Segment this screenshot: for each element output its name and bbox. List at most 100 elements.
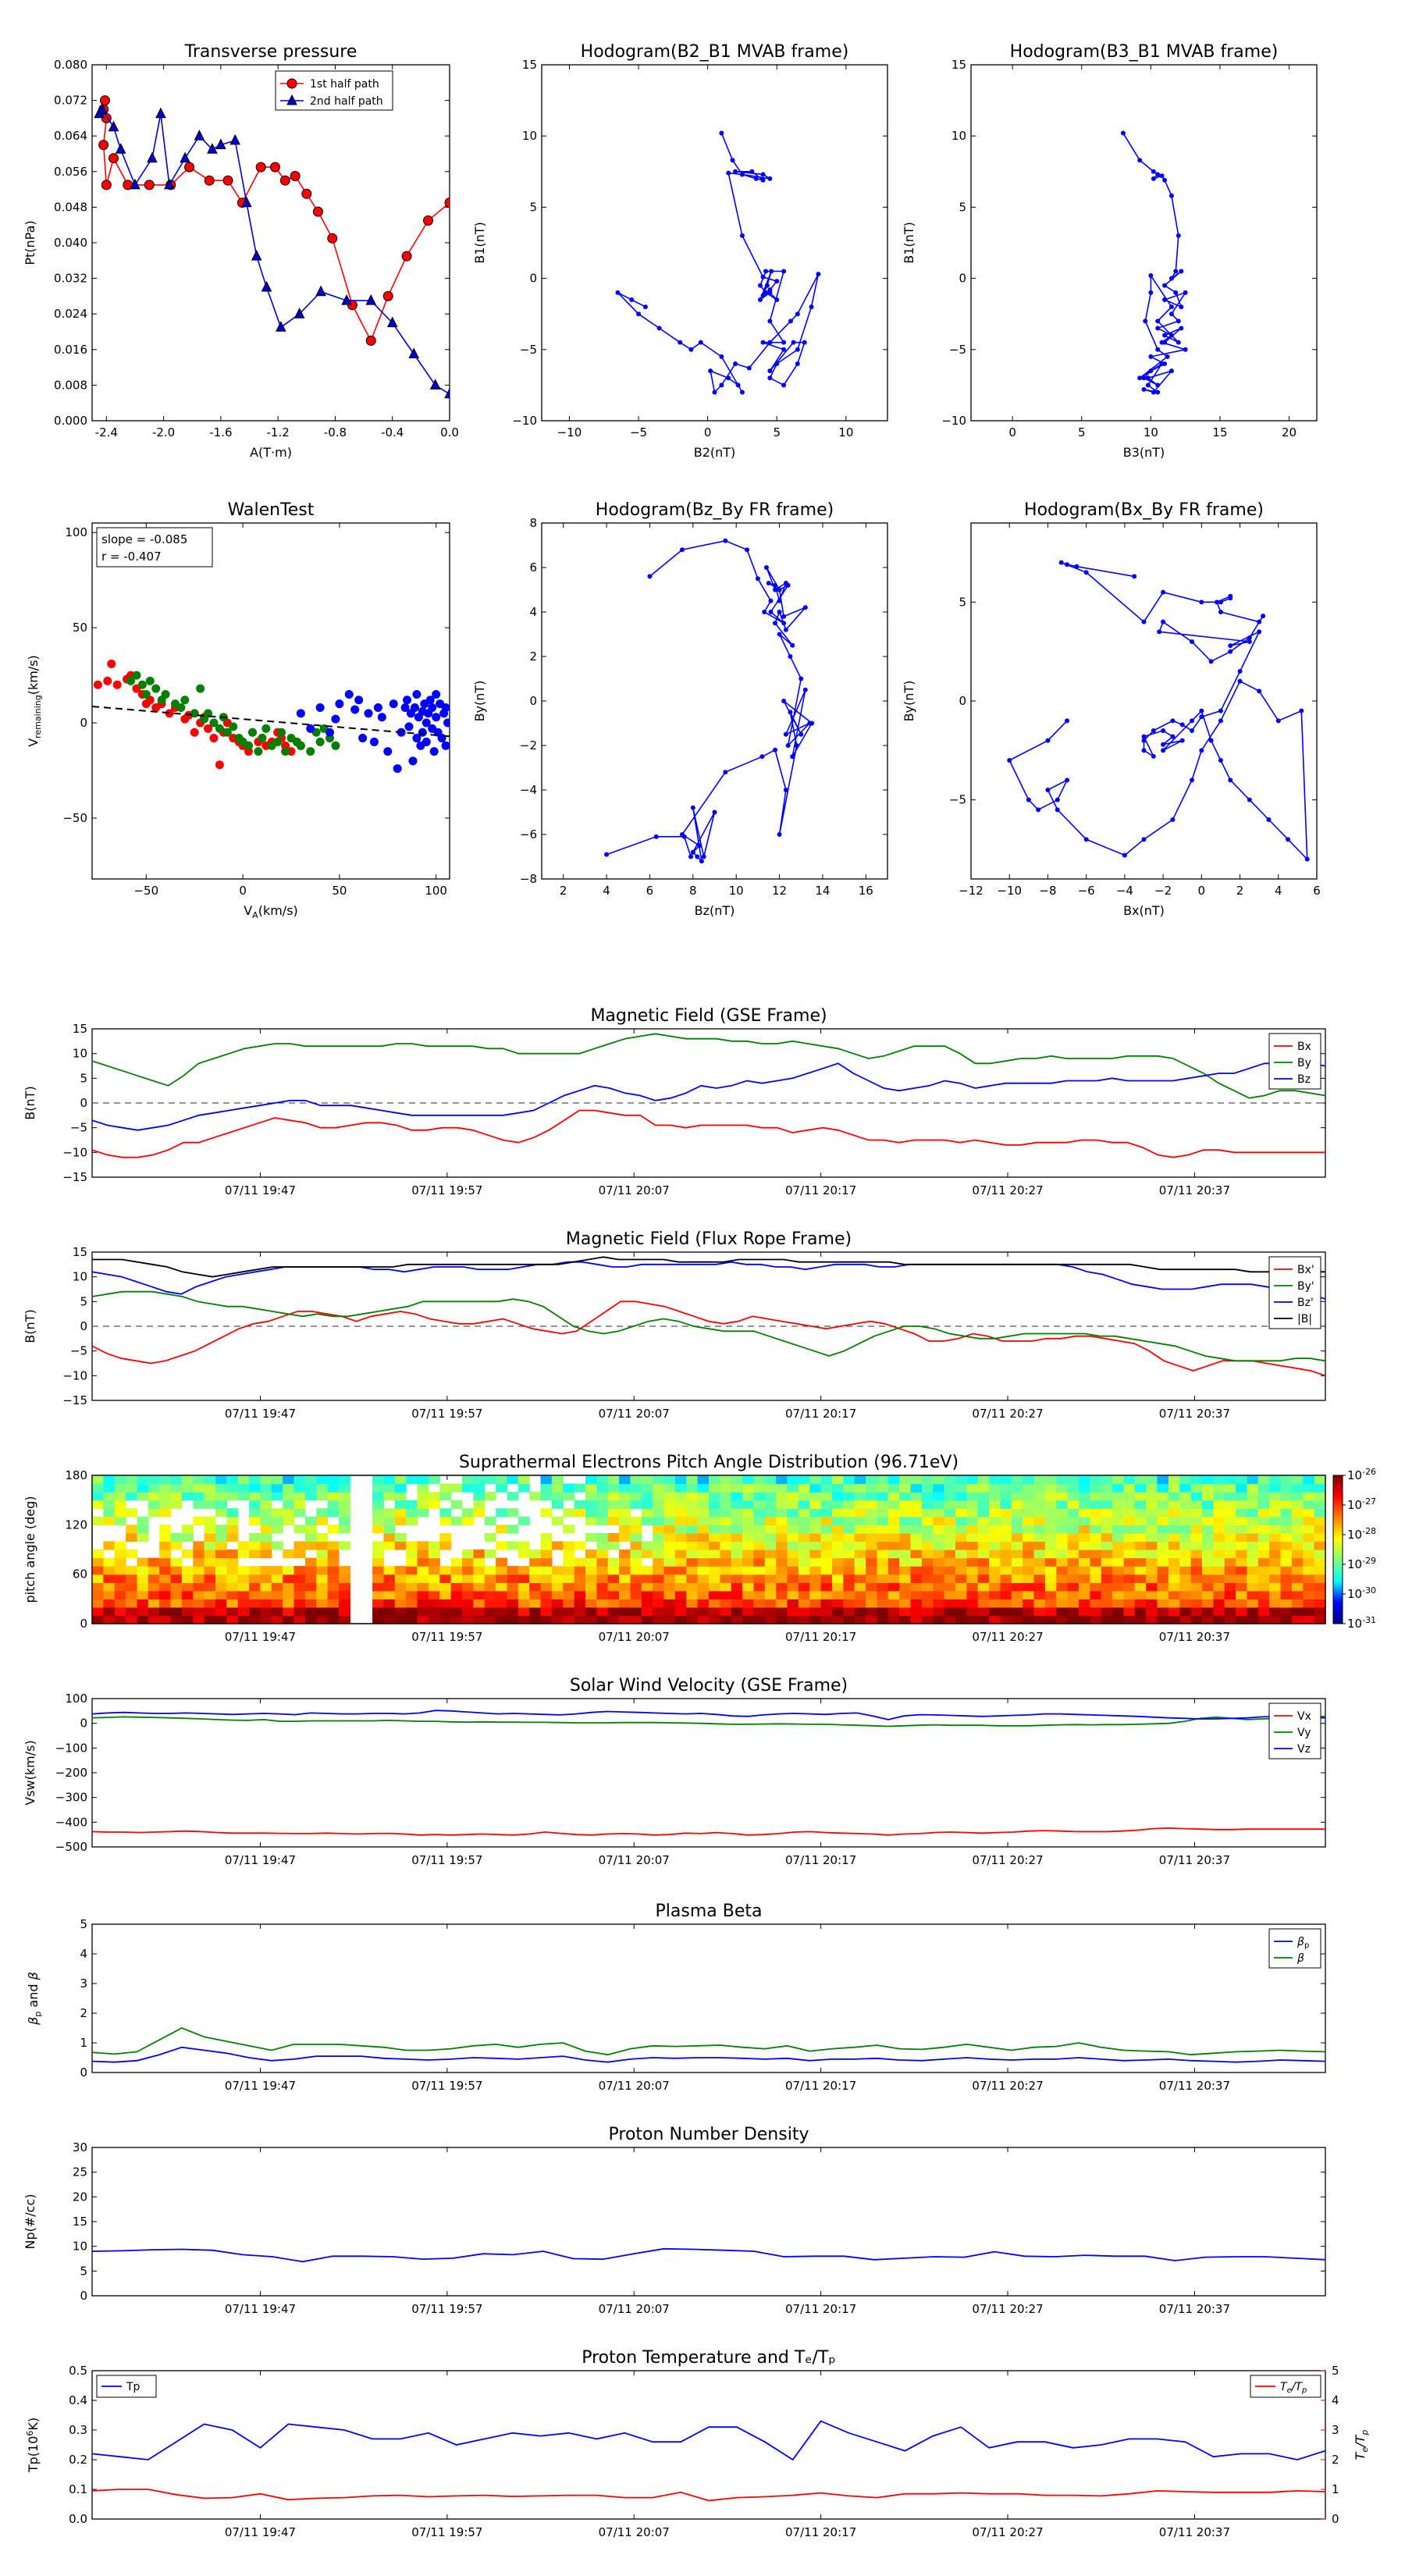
heatmap-cell [866,1492,878,1501]
heatmap-cell [1224,1516,1236,1525]
heatmap-cell [787,1483,799,1493]
data-point [785,743,791,748]
heatmap-cell [271,1566,283,1575]
heatmap-cell [1202,1492,1214,1501]
heatmap-cell [843,1475,855,1485]
heatmap-cell [1291,1475,1304,1485]
heatmap-cell [237,1483,250,1493]
heatmap-cell [462,1508,474,1517]
heatmap-cell [1280,1590,1293,1599]
data-point [1155,347,1161,352]
heatmap-cell [955,1590,967,1599]
x-tick-label: 07/11 20:17 [785,1853,856,1867]
heatmap-cell [170,1574,183,1583]
y-tick-label: −15 [62,1170,87,1184]
chart-title: Magnetic Field (GSE Frame) [590,1006,827,1026]
heatmap-cell [832,1475,844,1485]
heatmap-cell [776,1483,788,1493]
heatmap-cell [709,1508,720,1517]
heatmap-cell [1033,1508,1046,1517]
heatmap-cell [720,1475,732,1485]
heatmap-cell [764,1475,777,1485]
heatmap-cell [428,1492,440,1501]
heatmap-cell [697,1582,710,1592]
heatmap-cell [339,1475,350,1485]
data-point [1036,807,1041,813]
heatmap-cell [787,1550,799,1559]
heatmap-cell [1000,1492,1012,1501]
heatmap-cell [181,1606,194,1617]
y-axis-label: pitch angle (deg) [23,1496,37,1603]
heatmap-cell [619,1582,631,1592]
heatmap-cell [877,1492,889,1501]
heatmap-cell [1257,1500,1270,1509]
data-point [1286,837,1291,842]
heatmap-cell [899,1615,912,1624]
heatmap-cell [697,1550,710,1559]
heatmap-cell [103,1475,116,1485]
heatmap-cell [989,1606,1001,1617]
heatmap-cell [596,1483,609,1493]
heatmap-cell [148,1582,160,1592]
heatmap-cell [866,1475,878,1485]
heatmap-cell [372,1483,385,1493]
heatmap-cell [114,1606,126,1617]
data-point [1168,276,1174,281]
x-tick-label: 2 [560,884,567,898]
data-point [1199,714,1204,720]
heatmap-cell [585,1606,597,1617]
heatmap-cell [215,1508,227,1517]
heatmap-cell [114,1508,126,1517]
heatmap-cell [966,1475,979,1485]
heatmap-cell [753,1615,766,1624]
heatmap-cell [462,1615,474,1624]
heatmap-cell [1247,1599,1259,1608]
heatmap-cell [496,1541,508,1550]
heatmap-cell [887,1500,900,1509]
heatmap-cell [764,1508,777,1517]
heatmap-cell [260,1615,272,1624]
heatmap-cell [327,1582,340,1592]
heatmap-cell [798,1508,810,1517]
heatmap-cell [753,1500,766,1509]
heatmap-cell [1033,1606,1046,1617]
heatmap-cell [843,1582,855,1592]
heatmap-cell [1157,1590,1169,1599]
heatmap-cell [1291,1525,1304,1534]
heatmap-cell [764,1532,777,1542]
x-tick-label: 07/11 19:57 [411,1407,482,1421]
x-tick-label: 07/11 19:57 [411,2525,482,2539]
data-point [254,747,263,756]
heatmap-cell [709,1574,720,1583]
heatmap-cell [1067,1532,1080,1542]
x-tick-label: 07/11 19:57 [411,2302,482,2316]
heatmap-cell [686,1532,699,1542]
heatmap-cell [776,1541,788,1550]
heatmap-cell [989,1550,1001,1559]
heatmap-cell [989,1582,1001,1592]
heatmap-cell [114,1599,126,1608]
data-point [432,689,441,699]
heatmap-cell [1112,1615,1125,1624]
heatmap-cell [260,1475,272,1485]
heatmap-cell [159,1541,172,1550]
data-point [1299,708,1304,713]
data-point [735,382,741,388]
heatmap-cell [574,1541,586,1550]
heatmap-cell [114,1492,126,1501]
heatmap-cell [1179,1566,1192,1575]
heatmap-cell [148,1599,160,1608]
heatmap-cell [1134,1532,1147,1542]
heatmap-cell [540,1590,553,1599]
heatmap-cell [866,1606,878,1617]
x-tick-label: 07/11 20:37 [1159,1630,1230,1644]
heatmap-cell [798,1582,810,1592]
data-point [1162,283,1168,288]
heatmap-cell [204,1599,216,1608]
y-tick-label: −200 [55,1766,87,1780]
heatmap-cell [1023,1475,1035,1485]
heatmap-cell [910,1550,923,1559]
heatmap-cell [1202,1599,1214,1608]
data-point [1155,390,1161,395]
